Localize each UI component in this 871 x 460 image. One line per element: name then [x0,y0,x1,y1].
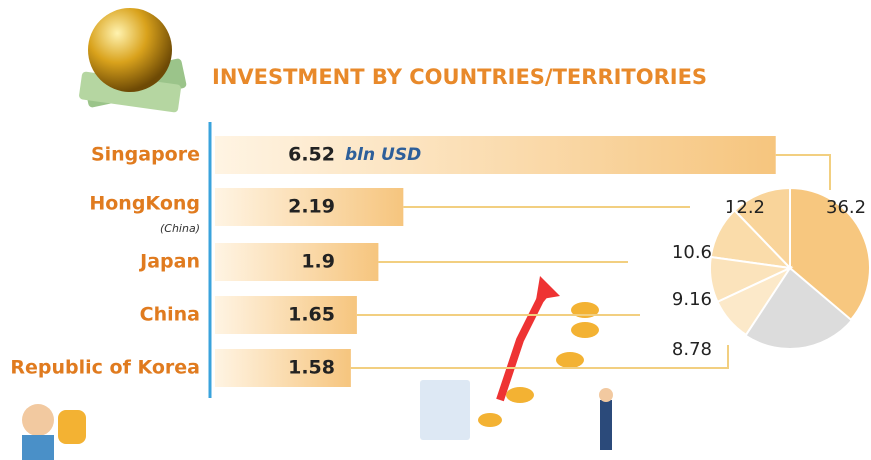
globe-icon [79,8,187,113]
unit-label: bln USD [345,145,421,165]
category-note: (China) [160,222,200,235]
category-label: HongKong [89,193,200,215]
pie-label: 9.16 [672,289,712,310]
chart-title: INVESTMENT BY COUNTRIES/TERRITORIES [212,65,707,89]
bar [215,296,357,334]
pie-label: 36.2 % [826,197,871,218]
pie-label: 8.78 [672,339,712,360]
value-label: 1.65 [288,304,335,326]
infographic: INVESTMENT BY COUNTRIES/TERRITORIES Sing… [0,0,871,460]
category-label: Republic of Korea [10,357,200,379]
value-label: 6.52 [288,144,335,166]
category-label: Singapore [91,144,200,166]
pie-label: 10.6 [672,242,712,263]
leader-line [776,155,830,190]
value-label: 2.19 [288,196,335,218]
category-label: Japan [138,251,200,273]
bar [215,243,378,281]
value-label: 1.58 [288,357,335,379]
category-label: China [140,304,200,326]
value-label: 1.9 [301,251,335,273]
